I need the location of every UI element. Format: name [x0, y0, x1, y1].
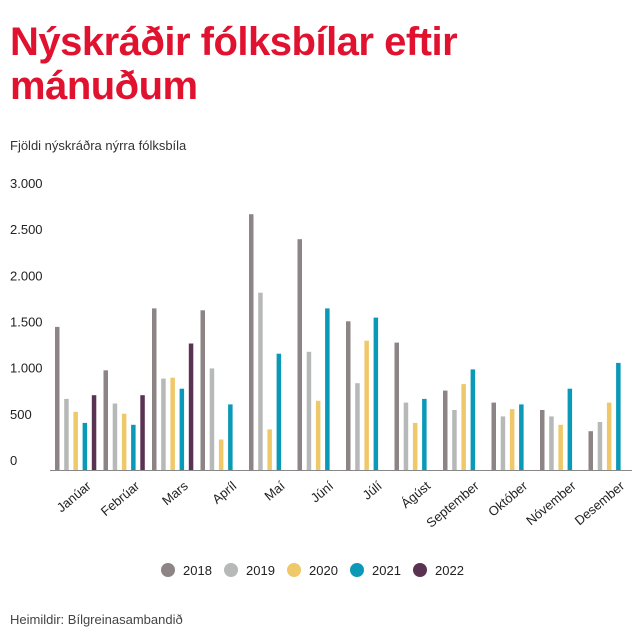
y-tick-label: 1.500	[10, 315, 43, 330]
legend-swatch-2018	[161, 563, 175, 577]
bar-2022-Janúar	[91, 395, 97, 470]
bar-2021-Júní	[325, 308, 330, 470]
bar-2018-Ágúst	[394, 342, 399, 470]
bar-2019-September	[452, 410, 457, 470]
bar-2018-Desember	[588, 431, 593, 470]
x-tick-label: Mars	[159, 478, 191, 508]
bar-2020-Janúar	[73, 411, 78, 470]
bar-2021-Nóvember	[567, 388, 573, 470]
bar-2021-Febrúar	[131, 424, 136, 470]
bar-2018-Mars	[152, 308, 157, 470]
bar-2019-Nóvember	[549, 416, 554, 470]
bar-2020-Júlí	[364, 340, 369, 470]
legend-swatch-2019	[224, 563, 238, 577]
bar-2020-Mars	[170, 377, 175, 470]
bar-2018-Nóvember	[540, 410, 545, 470]
x-tick-label: Janúar	[54, 478, 95, 515]
chart-title: Nýskráðir fólksbílar eftir mánuðum	[10, 20, 458, 108]
bar-2018-Júlí	[346, 321, 351, 470]
y-tick-label: 3.000	[10, 176, 43, 191]
x-tick-label: September	[423, 478, 482, 531]
legend-label-2021: 2021	[372, 563, 401, 578]
legend-label-2020: 2020	[309, 563, 338, 578]
x-tick-label: Október	[485, 478, 531, 520]
y-tick-label: 500	[10, 407, 32, 422]
bar-2019-Júlí	[355, 383, 360, 470]
legend-label-2022: 2022	[435, 563, 464, 578]
chart-subtitle: Fjöldi nýskráðra nýrra fólksbíla	[10, 138, 187, 153]
bar-2019-Desember	[597, 422, 603, 470]
bar-2021-September	[470, 369, 476, 470]
bar-2018-Febrúar	[103, 370, 108, 470]
legend-label-2018: 2018	[183, 563, 212, 578]
bar-2021-Ágúst	[422, 398, 427, 470]
bar-2019-Maí	[258, 292, 263, 470]
bar-2021-Apríl	[228, 404, 233, 470]
y-tick-label: 2.000	[10, 268, 43, 283]
bar-2019-Júní	[306, 351, 312, 470]
bar-2020-Apríl	[218, 439, 224, 470]
bar-2018-Október	[491, 402, 496, 470]
bar-2021-Júlí	[373, 317, 379, 470]
bar-2020-September	[461, 384, 466, 470]
bar-2018-Apríl	[200, 310, 205, 470]
bar-2018-Janúar	[55, 326, 60, 470]
bar-2021-Desember	[616, 362, 621, 470]
legend-swatch-2020	[287, 563, 301, 577]
bar-2018-Júní	[297, 239, 302, 470]
x-tick-label: Júní	[308, 478, 337, 506]
legend-swatch-2022	[413, 563, 427, 577]
y-axis: 0 500 1.000 1.500 2.000 2.500 3.000	[10, 176, 43, 468]
x-tick-label: Júlí	[360, 478, 385, 503]
bar-2021-Október	[519, 404, 524, 470]
bar-2019-Ágúst	[403, 402, 409, 470]
bar-2021-Maí	[276, 353, 282, 470]
x-tick-label: Maí	[261, 478, 288, 504]
y-tick-label: 0	[10, 453, 17, 468]
x-axis: Janúar Febrúar Mars Apríl Maí Júní Júlí ÁgústSe…	[54, 478, 628, 531]
bar-2020-Ágúst	[412, 422, 418, 470]
bar-2019-Febrúar	[112, 403, 118, 470]
bar-2019-Apríl	[209, 368, 215, 470]
x-tick-label: Nóvember	[523, 478, 579, 528]
bar-2020-Maí	[267, 429, 272, 470]
x-tick-label: Febrúar	[98, 478, 143, 519]
x-tick-label: Desember	[572, 478, 628, 528]
bar-2019-Janúar	[64, 398, 69, 470]
chart-source: Heimildir: Bílgreinasambandið	[10, 612, 183, 627]
bar-2018-September	[443, 390, 448, 470]
bar-2022-Febrúar	[140, 395, 145, 470]
bar-2021-Mars	[179, 388, 185, 470]
bar-2019-Október	[500, 416, 506, 470]
bar-2020-Febrúar	[121, 413, 127, 470]
bar-2022-Mars	[188, 343, 194, 470]
bar-2020-Október	[509, 409, 515, 470]
bar-2019-Mars	[161, 378, 166, 470]
legend-label-2019: 2019	[246, 563, 275, 578]
y-tick-label: 2.500	[10, 222, 43, 237]
bar-2018-Maí	[249, 214, 254, 470]
bar-2020-Nóvember	[558, 424, 563, 470]
legend-swatch-2021	[350, 563, 364, 577]
bar-2020-Desember	[606, 402, 612, 470]
x-tick-label: Apríl	[209, 478, 239, 507]
legend: 2018 2019 2020 2021 2022	[161, 563, 464, 578]
bar-2021-Janúar	[82, 422, 88, 470]
bar-2020-Júní	[315, 400, 321, 471]
y-tick-label: 1.000	[10, 361, 43, 376]
bars	[55, 214, 621, 471]
x-tick-label: Ágúst	[398, 478, 433, 511]
